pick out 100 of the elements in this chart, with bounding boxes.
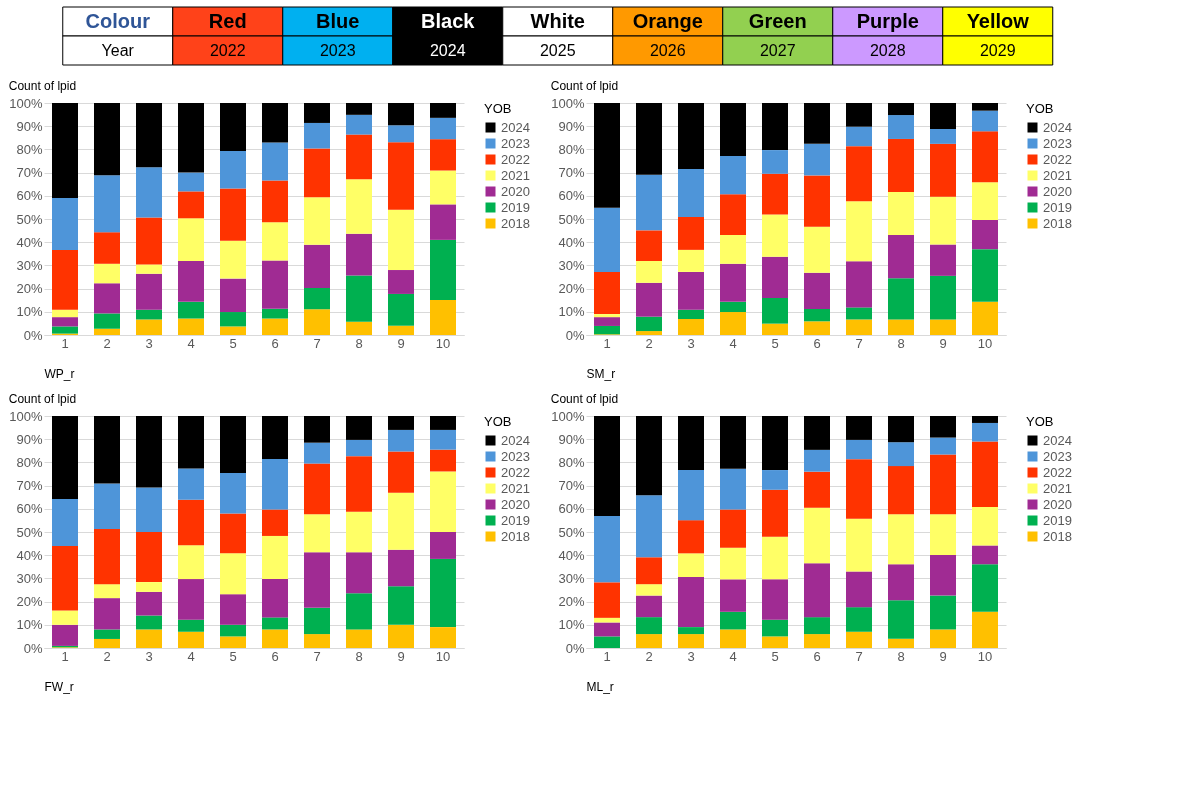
x-tick-label: 6: [271, 648, 279, 664]
y-tick-label: 80%: [16, 454, 43, 470]
x-tick-label: 1: [603, 335, 611, 351]
y-tick-label: 100%: [9, 408, 43, 424]
x-tick-label: 3: [145, 648, 153, 664]
x-tick-label: 9: [397, 335, 405, 351]
legend-label: 2022: [501, 464, 530, 480]
x-tick-label: 4: [729, 648, 737, 664]
legend-label: 2023: [501, 448, 530, 464]
category-label: Black: [421, 9, 476, 32]
y-tick-label: 50%: [558, 524, 585, 540]
y-tick-label: 20%: [558, 594, 585, 610]
y-tick-label: 100%: [551, 408, 585, 424]
x-axis-title: FW_r: [44, 679, 74, 694]
legend-label: 2019: [501, 199, 530, 215]
x-tick-label: 7: [855, 335, 863, 351]
x-tick-label: 7: [313, 648, 321, 664]
legend-label: 2021: [501, 167, 530, 183]
y-tick-label: 90%: [16, 431, 43, 447]
legend-title: YOB: [484, 101, 512, 116]
legend-label: 2021: [1043, 480, 1072, 496]
x-tick-label: 4: [729, 335, 737, 351]
legend-label: 2019: [1043, 512, 1072, 528]
x-tick-label: 3: [687, 648, 695, 664]
y-tick-label: 0%: [23, 327, 43, 343]
x-tick-label: 6: [271, 335, 279, 351]
x-tick-label: 9: [939, 335, 947, 351]
data-label: 2028: [869, 41, 906, 59]
y-tick-label: 0%: [23, 640, 43, 656]
x-axis-title: ML_r: [586, 679, 614, 694]
chart-title: Count of lpid: [550, 79, 619, 93]
legend-label: 2018: [1043, 215, 1072, 231]
y-tick-label: 40%: [558, 547, 585, 563]
y-tick-label: 70%: [16, 165, 43, 181]
y-tick-label: 60%: [16, 501, 43, 517]
y-tick-label: 90%: [558, 118, 585, 134]
x-tick-label: 1: [61, 648, 69, 664]
text: Colour: [85, 9, 151, 32]
y-tick-label: 20%: [16, 594, 43, 610]
legend-label: 2020: [1043, 496, 1072, 512]
y-tick-label: 70%: [16, 478, 43, 494]
category-label: Green: [748, 9, 807, 32]
x-tick-label: 4: [187, 335, 195, 351]
x-tick-label: 5: [771, 335, 779, 351]
y-tick-label: 10%: [558, 304, 585, 320]
x-tick-label: 8: [355, 648, 363, 664]
y-tick-label: 60%: [558, 188, 585, 204]
category-label: Red: [208, 9, 247, 32]
legend-label: 2022: [1043, 151, 1072, 167]
y-tick-label: 30%: [16, 257, 43, 273]
y-tick-label: 60%: [558, 501, 585, 517]
y-tick-label: 70%: [558, 165, 585, 181]
x-tick-label: 8: [897, 335, 905, 351]
y-tick-label: 30%: [558, 257, 585, 273]
chart-title: Count of lpid: [550, 392, 619, 406]
x-tick-label: 5: [771, 648, 779, 664]
x-tick-label: 2: [103, 335, 111, 351]
y-tick-label: 70%: [558, 478, 585, 494]
category-label: Purple: [856, 9, 919, 32]
chart-title: Count of lpid: [8, 392, 77, 406]
legend-label: 2018: [501, 528, 530, 544]
x-tick-label: 1: [603, 648, 611, 664]
x-tick-label: 5: [229, 648, 237, 664]
x-tick-label: 2: [103, 648, 111, 664]
x-tick-label: 10: [977, 648, 993, 664]
y-tick-label: 40%: [16, 234, 43, 250]
y-tick-label: 20%: [558, 281, 585, 297]
y-tick-label: 0%: [565, 640, 585, 656]
data-label: 2025: [539, 41, 576, 59]
legend-title: YOB: [1026, 101, 1054, 116]
x-tick-label: 2: [645, 335, 653, 351]
data-label: 2022: [209, 41, 246, 59]
legend-label: 2023: [501, 135, 530, 151]
y-tick-label: 50%: [558, 211, 585, 227]
y-tick-label: 20%: [16, 281, 43, 297]
y-tick-label: 30%: [558, 570, 585, 586]
legend-label: 2020: [1043, 183, 1072, 199]
x-tick-label: 8: [897, 648, 905, 664]
legend-label: 2021: [501, 480, 530, 496]
x-tick-label: 6: [813, 648, 821, 664]
category-label: White: [530, 9, 585, 32]
legend-label: 2020: [501, 183, 530, 199]
data-label: 2023: [319, 41, 356, 59]
legend-label: 2019: [501, 512, 530, 528]
data-label: 2029: [979, 41, 1016, 59]
y-tick-label: 90%: [558, 431, 585, 447]
y-tick-label: 100%: [9, 95, 43, 111]
legend-label: 2018: [501, 215, 530, 231]
category-label: Blue: [316, 9, 360, 32]
legend-label: 2023: [1043, 448, 1072, 464]
x-tick-label: 9: [397, 648, 405, 664]
x-axis-title: WP_r: [44, 366, 75, 381]
y-tick-label: 10%: [16, 304, 43, 320]
category-label: Orange: [632, 9, 703, 32]
legend-label: 2024: [501, 432, 530, 448]
legend-label: 2021: [1043, 167, 1072, 183]
x-tick-label: 9: [939, 648, 947, 664]
y-tick-label: 10%: [558, 617, 585, 633]
x-tick-label: 2: [645, 648, 653, 664]
x-tick-label: 10: [977, 335, 993, 351]
